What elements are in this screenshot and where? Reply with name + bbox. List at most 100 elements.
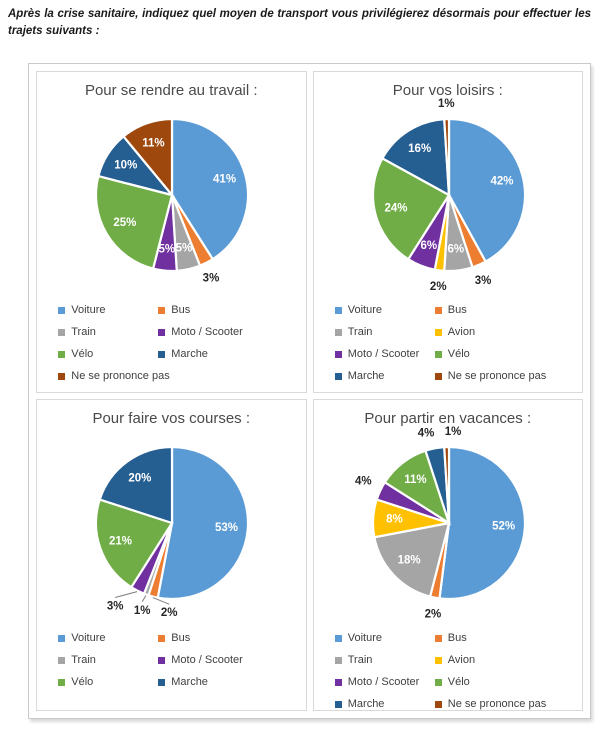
legend-label: Moto / Scooter [171, 653, 243, 666]
legend-label: Marche [171, 347, 208, 360]
legend-label: Marche [171, 675, 208, 688]
pie-slice-voiture [447, 117, 526, 263]
legend-swatch [334, 328, 342, 336]
legend-label: Voiture [347, 631, 382, 644]
legend-label: Ne se prononce pas [447, 697, 547, 710]
chart-panel-vacances: Pour partir en vacances : 52% 18% 8% 11% 4% 2… [312, 398, 583, 711]
data-label: 2% [424, 608, 441, 620]
legend-swatch [58, 678, 66, 686]
legend-label: Vélo [71, 675, 94, 688]
pie-slice-marche [98, 445, 174, 525]
legend-label: Ne se prononce pas [71, 369, 170, 382]
legend-swatch [434, 678, 442, 686]
survey-question: Après la crise sanitaire, indiquez quel … [8, 8, 591, 38]
legend-item-ne-se-prononce-pas: Ne se prononce pas [434, 369, 561, 384]
legend-item-marche: Marche [334, 369, 435, 384]
legend-item-voiture: Voiture [58, 303, 158, 318]
charts-grid: Pour se rendre au travail : 41% 5% 5% 25% 10… [36, 70, 583, 711]
data-label: 21% [109, 535, 132, 547]
legend-item-bus: Bus [158, 303, 284, 318]
data-label: 11% [142, 137, 164, 149]
legend-item-voiture: Voiture [334, 303, 435, 318]
legend-label: Avion [447, 325, 476, 338]
data-label: 52% [492, 520, 515, 532]
legend-swatch [434, 350, 442, 358]
data-label: 3% [203, 272, 220, 284]
legend-swatch [434, 656, 442, 664]
legend-label: Vélo [447, 347, 470, 360]
legend-item-ne-se-prononce-pas: Ne se prononce pas [58, 369, 170, 384]
label-leader-line [152, 596, 170, 605]
legend-label: Train [71, 653, 96, 666]
legend-swatch [58, 328, 66, 336]
data-label: 1% [444, 426, 461, 438]
data-label: 42% [490, 175, 513, 187]
pie-slice-voiture [156, 445, 250, 600]
pie-chart-courses: 53% 21% 20% 3% 1% 2% [94, 445, 250, 619]
legend-swatch [58, 656, 66, 664]
data-label: 4% [354, 475, 371, 487]
chart-title: Pour vos loisirs : [392, 81, 503, 99]
legend-label: Vélo [71, 347, 94, 360]
legend-swatch [58, 350, 66, 358]
pie-chart-travail: 41% 5%5% 25% 10% 11% 3% [94, 117, 250, 284]
legend-swatch [58, 634, 66, 642]
legend-swatch [158, 634, 166, 642]
legend-label: Voiture [71, 631, 106, 644]
legend-swatch [434, 328, 442, 336]
data-label: 41% [213, 173, 236, 185]
legend-item-bus: Bus [158, 631, 284, 646]
legend-label: Marche [347, 697, 385, 710]
data-label: 16% [408, 142, 431, 154]
pie-chart-loisirs: 42% 6% 6% 24% 16% 2% 1% 3% [371, 98, 526, 293]
legend-item-train: Train [334, 325, 435, 340]
legend-swatch [334, 700, 342, 708]
data-label: 1% [437, 98, 454, 110]
data-label: 53% [215, 522, 238, 534]
label-leader-line [141, 594, 147, 602]
data-label: 20% [128, 472, 151, 484]
legend-item-avion: Avion [434, 325, 561, 340]
legend-swatch [158, 656, 166, 664]
chart-legend: Voiture Bus Train Moto / Scooter Vélo Marche N… [37, 303, 306, 384]
legend-item-marche: Marche [158, 347, 284, 362]
chart-title: Pour faire vos courses : [92, 409, 251, 427]
data-label: 8% [386, 513, 403, 525]
legend-swatch [434, 700, 442, 708]
legend-swatch [158, 306, 166, 314]
data-label: 6% [447, 243, 464, 255]
legend-item-bus: Bus [434, 303, 561, 318]
legend-item-marche: Marche [158, 675, 284, 690]
legend-item-moto-scooter: Moto / Scooter [158, 325, 284, 340]
legend-item-avion: Avion [434, 653, 561, 668]
legend-swatch [434, 634, 442, 642]
legend-item-moto-scooter: Moto / Scooter [334, 675, 435, 690]
chart-panel-courses: Pour faire vos courses : 53% 21% 20% 3% 1% 2%… [36, 398, 307, 711]
legend-item-velo: Vélo [58, 347, 158, 362]
pie-slice-marche [380, 117, 450, 197]
data-label: 1% [134, 604, 151, 616]
legend-item-ne-se-prononce-pas: Ne se prononce pas [434, 697, 561, 710]
legend-swatch [334, 656, 342, 664]
data-label: 3% [107, 600, 124, 612]
legend-label: Voiture [347, 303, 382, 316]
data-label: 5% [176, 242, 193, 254]
legend-label: Train [71, 325, 96, 338]
chart-legend: Voiture Bus Train Moto / Scooter Vélo Marche [37, 631, 306, 690]
data-label: 10% [114, 159, 137, 171]
charts-container: Pour se rendre au travail : 41% 5% 5% 25% 10… [28, 62, 591, 719]
legend-item-train: Train [334, 653, 435, 668]
legend-item-voiture: Voiture [334, 631, 435, 646]
legend-label: Moto / Scooter [347, 347, 420, 360]
data-label: 25% [113, 216, 136, 228]
data-label: 18% [397, 554, 420, 566]
legend-label: Ne se prononce pas [447, 369, 547, 382]
legend-swatch [334, 350, 342, 358]
pie-slice-velo [94, 497, 174, 589]
chart-legend: Voiture Bus Train Avion Moto / Scooter Vélo Ma… [314, 303, 583, 384]
pie-slice-velo [94, 174, 174, 270]
data-label: 2% [161, 607, 178, 619]
chart-panel-travail: Pour se rendre au travail : 41% 5% 5% 25% 10… [36, 70, 307, 393]
legend-swatch [334, 634, 342, 642]
legend-item-velo: Vélo [434, 675, 561, 690]
